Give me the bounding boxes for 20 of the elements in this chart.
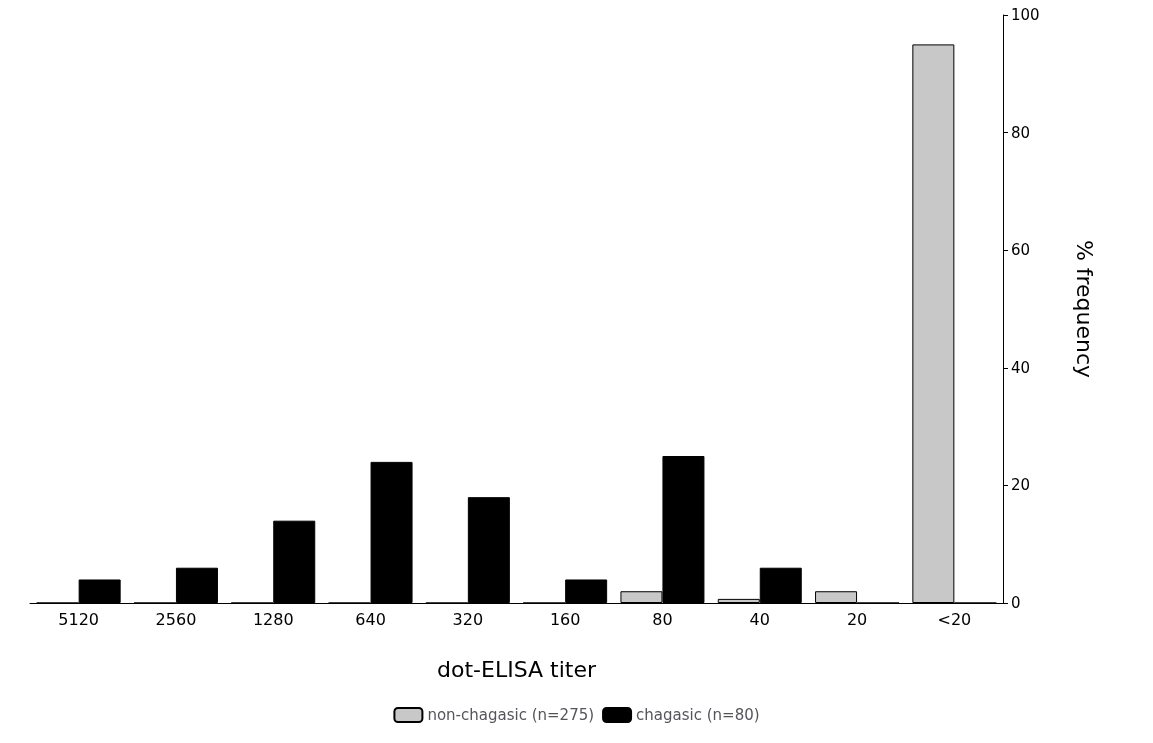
y-tick-label: 20 [1011,476,1031,495]
y-tick-label: 40 [1011,358,1031,377]
y-axis-title: % frequency [1071,239,1097,379]
x-tick-label: 20 [846,609,868,629]
x-tick-label: 640 [355,609,386,629]
y-tick-label: 80 [1011,123,1031,142]
y-tick-label: 100 [1011,6,1040,24]
x-tick-label: <20 [937,609,972,629]
x-tick-label: 2560 [155,609,197,629]
x-tick-label: 5120 [58,609,100,629]
legend-label: non-chagasic (n=275) [427,706,595,724]
x-axis-title: dot-ELISA titer [437,656,597,682]
y-tick-label: 60 [1011,241,1031,260]
x-tick-label: 40 [749,609,770,629]
x-tick-label: 320 [452,609,484,629]
legend-label: chagasic (n=80) [636,706,760,724]
x-tick-label: 160 [549,609,581,629]
y-tick-label: 0 [1011,594,1021,612]
x-tick-label: 80 [652,609,673,629]
x-tick-label: 1280 [252,609,294,629]
